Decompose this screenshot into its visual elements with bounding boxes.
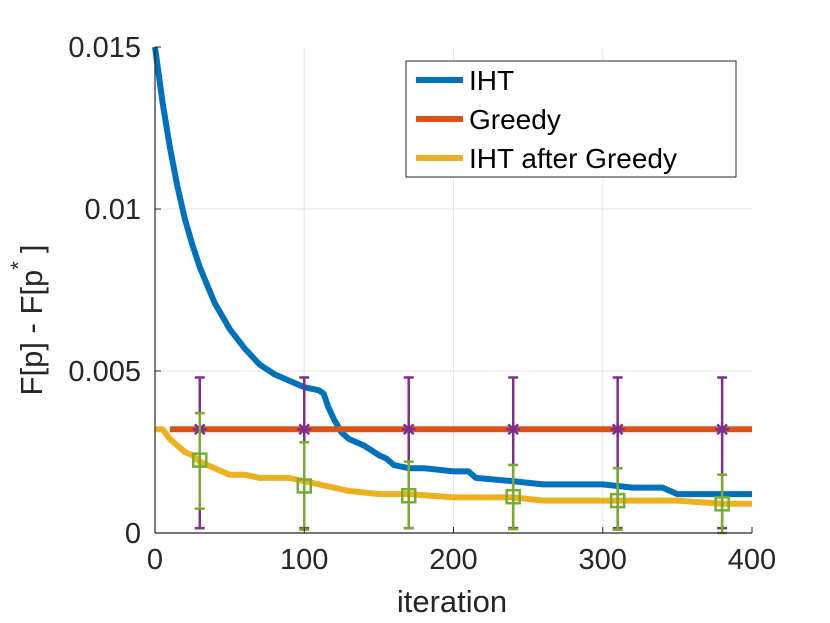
y-tick-label: 0.015 [68,32,141,64]
series-group [152,46,752,507]
svg-text:F[p] - F[p*]: F[p] - F[p*] [6,245,49,396]
greedy-marker [297,422,312,437]
x-tick-label: 200 [429,544,477,576]
x-tick-label: 300 [579,544,627,576]
y-tick-label: 0.01 [85,194,141,226]
greedy-marker [610,422,625,437]
y-axis-label-sup: * [6,261,31,270]
legend-label-iht: IHT [469,65,514,96]
iht-after-greedy-marker [192,452,208,468]
x-tick-label: 100 [280,544,328,576]
iht-after-greedy-marker [505,488,521,505]
iht-after-greedy-line [155,426,752,507]
iht-after-greedy-marker [609,492,626,509]
x-tick-label: 400 [728,544,776,576]
iht-after-greedy-marker [714,496,730,512]
y-axis-label: F[p] - F[p*] [6,245,49,396]
x-axis-label: iteration [397,584,507,619]
y-tick-label: 0 [125,518,141,550]
y-tick-label: 0.005 [68,356,141,388]
legend-label-greedy: Greedy [469,104,561,135]
iht-after-greedy-marker [296,478,312,494]
y-axis-label-main: F[p] - F[p [14,270,49,396]
ticks-group: 0 100 200 300 400 0 0.005 0.01 0.015 [68,32,776,576]
iht-line [152,46,752,498]
legend: IHT Greedy IHT after Greedy [405,60,737,178]
iht-after-greedy-marker [400,487,417,504]
greedy-marker [401,422,416,437]
greedy-marker [715,422,730,437]
legend-label-iht-after-greedy: IHT after Greedy [469,143,677,174]
x-tick-label: 0 [147,544,163,576]
greedy-marker [506,422,521,437]
y-axis-label-close: ] [14,245,49,254]
errorbars-group [192,376,730,535]
